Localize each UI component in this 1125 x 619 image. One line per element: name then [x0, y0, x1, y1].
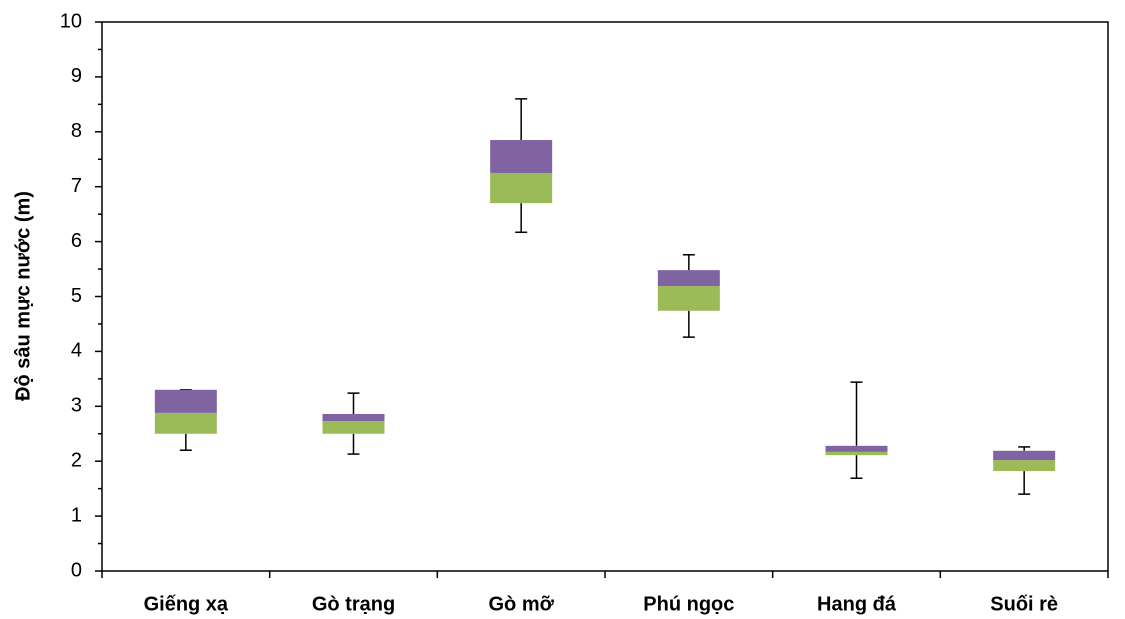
y-tick-label: 6 [71, 230, 82, 252]
y-tick-label: 2 [71, 449, 82, 471]
y-tick-label: 4 [71, 340, 82, 362]
box-lower [322, 421, 385, 434]
y-tick-label: 9 [71, 65, 82, 87]
y-tick-label: 7 [71, 175, 82, 197]
box-lower [657, 286, 720, 311]
y-tick-label: 10 [60, 10, 82, 32]
y-tick-label: 3 [71, 395, 82, 417]
x-tick-label: Phú ngọc [643, 593, 734, 615]
y-tick-label: 8 [71, 120, 82, 142]
box-lower [490, 172, 553, 204]
box-lower [154, 412, 217, 434]
box-lower [825, 451, 888, 456]
y-tick-label: 1 [71, 504, 82, 526]
plot-frame [101, 21, 1109, 572]
box-upper [657, 270, 720, 287]
box-upper [490, 140, 553, 173]
box-upper [825, 445, 888, 452]
x-tick-label: Gò trạng [312, 593, 395, 615]
y-tick-label: 0 [71, 559, 82, 581]
box-upper [993, 450, 1056, 461]
y-tick-label: 5 [71, 285, 82, 307]
box-upper [154, 389, 217, 413]
x-tick-label: Hang đá [817, 593, 897, 615]
x-tick-label: Gò mỡ [488, 593, 554, 615]
box-lower [993, 460, 1056, 472]
box-upper [322, 413, 385, 422]
x-tick-label: Suối rè [990, 593, 1058, 615]
y-axis-label: Độ sâu mực nước (m) [12, 191, 34, 401]
x-tick-label: Giếng xạ [144, 593, 229, 615]
